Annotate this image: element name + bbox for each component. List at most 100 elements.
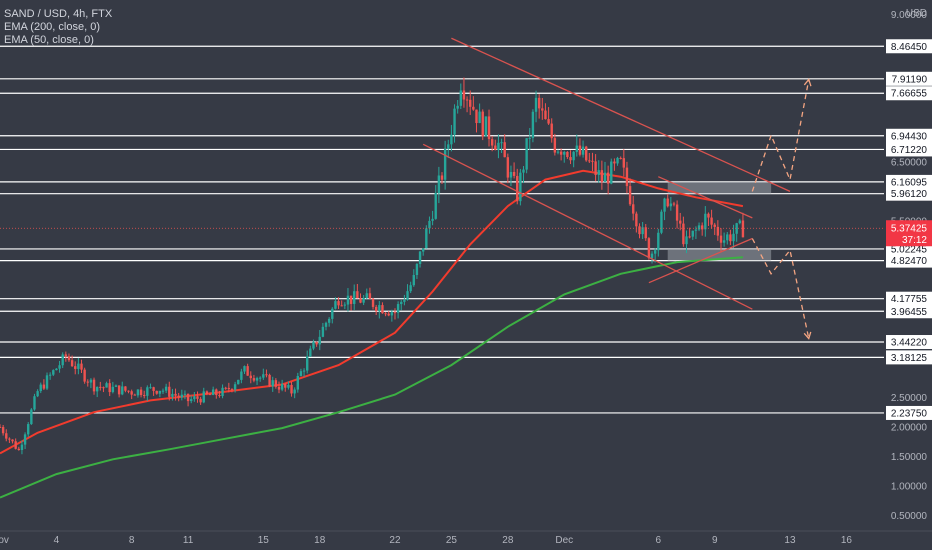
candle-body <box>193 396 196 400</box>
x-tick-label: 18 <box>314 535 326 546</box>
ema50-label[interactable]: EMA (50, close, 0) <box>4 34 94 46</box>
candle-body <box>390 312 394 316</box>
candle-body <box>603 172 607 182</box>
candle-body <box>296 375 300 390</box>
candle-body <box>563 151 566 155</box>
candle-body <box>378 305 381 312</box>
candle-body <box>619 157 622 159</box>
candle-body <box>566 151 569 158</box>
x-tick-label: 11 <box>183 535 194 546</box>
candle-body <box>494 145 497 151</box>
x-tick-label: 25 <box>446 535 458 546</box>
candle-body <box>719 235 723 243</box>
y-tick-label: 0.50000 <box>891 511 928 522</box>
level-price-label: 4.82470 <box>891 256 928 267</box>
zone-rect <box>667 181 772 194</box>
candle-body <box>569 157 572 161</box>
candle-body <box>418 251 422 264</box>
candle-body <box>406 291 409 300</box>
candle-body <box>497 142 500 151</box>
ema200-label[interactable]: EMA (200, close, 0) <box>4 21 100 33</box>
candle-body <box>174 393 177 396</box>
candle-body <box>415 263 419 276</box>
level-price-box <box>886 128 932 143</box>
candle-body <box>227 387 231 390</box>
candle-body <box>92 379 96 392</box>
candle-body <box>164 386 168 391</box>
candle-body <box>597 170 600 175</box>
candle-body <box>11 439 14 442</box>
candle-body <box>180 394 184 398</box>
candle-body <box>632 204 635 214</box>
candle-body <box>280 383 284 390</box>
candle-body <box>374 306 378 312</box>
candle-body <box>729 234 732 242</box>
candle-body <box>211 389 215 395</box>
candle-body <box>240 371 243 380</box>
currency-label: USD <box>906 8 927 19</box>
moving-averages <box>0 169 744 499</box>
candle-body <box>14 441 17 449</box>
level-price-label: 7.91190 <box>892 74 928 85</box>
x-tick-label: 22 <box>389 535 401 546</box>
candle-body <box>233 384 237 390</box>
level-price-box <box>886 71 932 86</box>
candle-body <box>121 386 124 395</box>
y-tick-label: 2.00000 <box>891 422 928 433</box>
level-price-label: 6.71220 <box>891 145 928 156</box>
candle-body <box>682 223 685 245</box>
x-tick-label: Dec <box>555 535 573 546</box>
trendline <box>658 176 753 219</box>
x-tick-label: 16 <box>841 535 853 546</box>
x-tick-label: 4 <box>54 535 60 546</box>
candle-body <box>594 161 597 175</box>
candle-body <box>83 369 86 382</box>
symbol-label[interactable]: SAND / USD, 4h, FTX <box>4 8 113 20</box>
x-tick-label: 28 <box>502 535 514 546</box>
trendline <box>451 37 791 192</box>
candle-body <box>42 384 46 389</box>
candle-body <box>139 389 143 396</box>
candle-body <box>600 170 604 182</box>
candle-body <box>537 97 541 109</box>
candle-body <box>196 396 199 399</box>
candle-body <box>48 374 52 376</box>
candle-body <box>70 360 74 367</box>
candle-body <box>409 285 412 292</box>
candle-body <box>738 220 742 224</box>
candle-body <box>130 391 133 395</box>
candle-body <box>133 394 136 396</box>
candle-body <box>735 223 738 234</box>
candle-body <box>318 336 321 345</box>
candle-body <box>431 218 434 221</box>
candle-body <box>136 389 140 396</box>
candle-body <box>61 354 64 366</box>
candle-body <box>578 145 582 155</box>
candle-body <box>675 204 679 221</box>
candle-body <box>149 387 152 389</box>
candle-body <box>202 391 205 403</box>
candle-body <box>271 380 274 387</box>
level-price-box <box>886 304 932 319</box>
candle-body <box>421 248 425 252</box>
candle-body <box>622 158 626 168</box>
time-axis[interactable]: Nov 4 8 11 15 18 22 25 28 Dec 6 9 13 16 <box>0 530 932 546</box>
candle-body <box>556 151 560 153</box>
level-price-label: 2.23750 <box>891 408 928 419</box>
candle-body <box>258 377 262 379</box>
ema200-line <box>0 256 743 499</box>
candle-body <box>469 99 472 107</box>
candle-body <box>105 383 108 388</box>
candle-body <box>528 137 531 139</box>
level-price-box <box>886 86 932 101</box>
candle-body <box>707 213 710 218</box>
candle-body <box>541 108 544 111</box>
candle-body <box>550 123 553 139</box>
candle-body <box>700 225 704 230</box>
candle-body <box>553 138 557 153</box>
candle-body <box>606 172 610 184</box>
candle-body <box>268 374 271 387</box>
